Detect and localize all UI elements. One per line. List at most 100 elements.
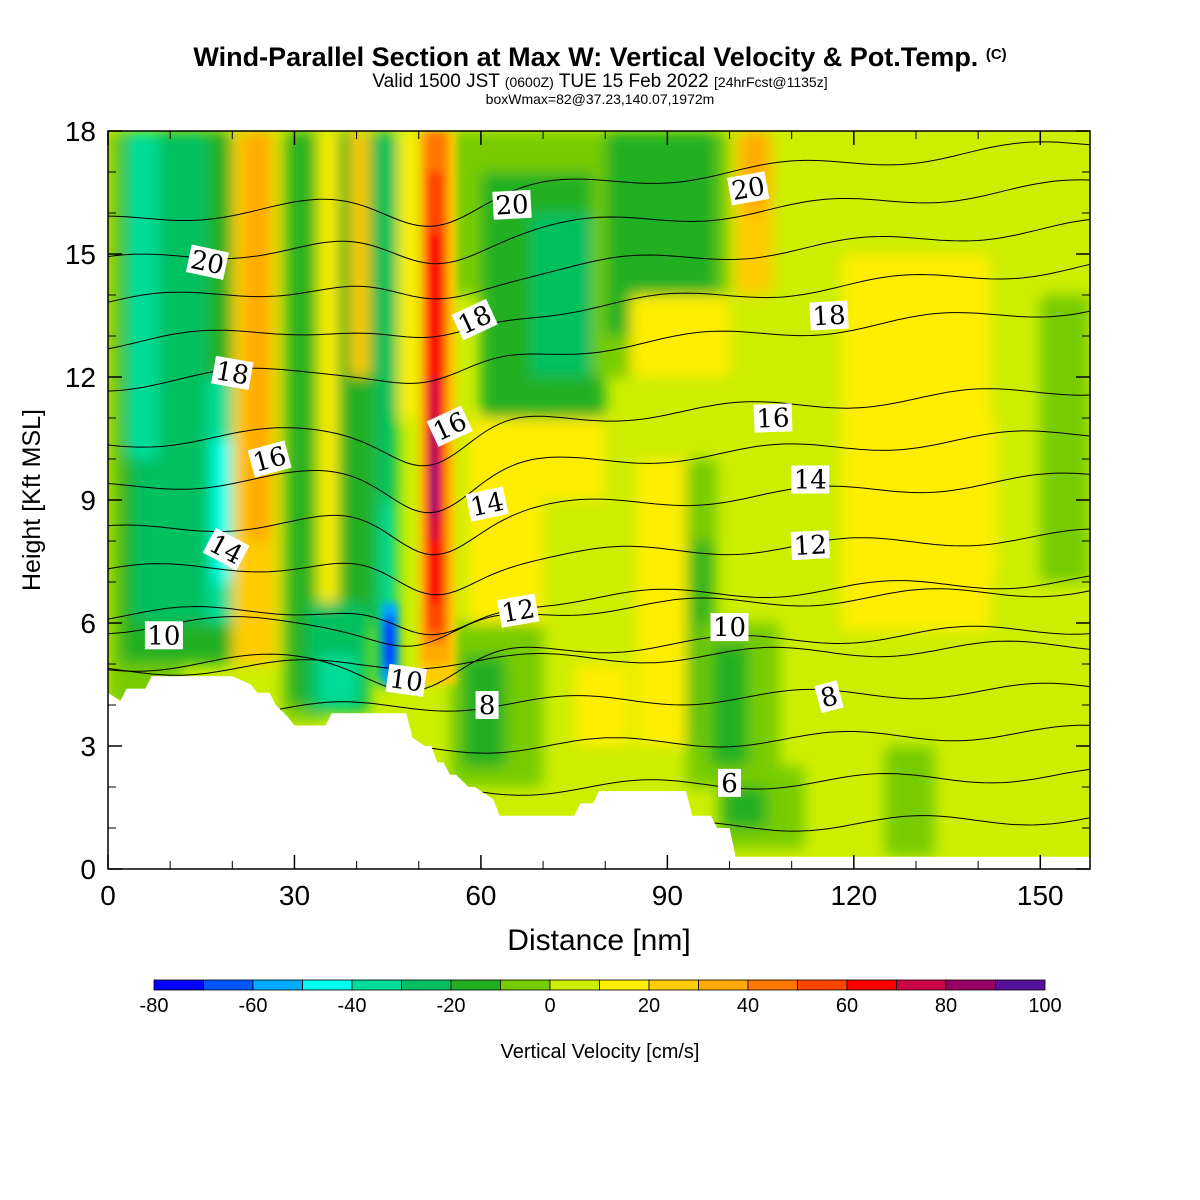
velocity-blob (884, 746, 935, 857)
theta-contour (108, 219, 1090, 303)
velocity-blob (574, 664, 631, 746)
velocity-blob (530, 213, 593, 377)
colorbar-swatch (747, 979, 798, 991)
contour-label-text: 6 (721, 769, 738, 799)
contour-label: 12 (790, 530, 831, 562)
x-tick-label: 30 (279, 880, 310, 911)
velocity-blob (723, 787, 767, 828)
contour-label-box (718, 768, 741, 797)
colorbar-tick-label: 40 (737, 995, 759, 1017)
terrain (108, 676, 1090, 869)
colorbar-label: Vertical Velocity [cm/s] (501, 1041, 700, 1063)
velocity-blob (934, 418, 997, 582)
x-axis-label: Distance [nm] (507, 924, 690, 957)
x-tick-label: 0 (100, 880, 116, 911)
contour-label-text: 18 (213, 356, 251, 391)
colorbar-swatch (648, 979, 699, 991)
contour-label-text: 18 (812, 301, 847, 333)
forecast-info: [24hrFcst@1135z] (714, 74, 828, 90)
contour-label: 10 (144, 621, 183, 651)
contour-label: 10 (385, 663, 428, 699)
contour-label-box (791, 465, 830, 494)
theta-contour (108, 472, 1090, 556)
copyright-mark: (C) (985, 46, 1007, 63)
field-blobs (108, 131, 1090, 857)
theta-contour (108, 625, 1090, 692)
colorbar-tick-label: -80 (140, 995, 169, 1017)
contour-label: 12 (497, 593, 540, 629)
colorbar-tick-label: -20 (437, 995, 466, 1017)
chart-title-text: Wind-Parallel Section at Max W: Vertical… (193, 42, 979, 72)
x-tick-label: 90 (652, 880, 683, 911)
contour-label-text: 20 (729, 172, 767, 207)
velocity-blob (319, 655, 357, 705)
contour-label: 10 (710, 613, 749, 643)
theta-contour (108, 310, 1090, 392)
contour-label-box (710, 613, 749, 642)
contour-label-box (790, 530, 831, 561)
colorbar-tick-label: -40 (338, 995, 367, 1017)
contour-label-box (202, 527, 250, 571)
contour-label-box (465, 486, 509, 522)
contour-label-box (385, 663, 428, 697)
velocity-blob (244, 131, 270, 541)
contour-label: 20 (727, 171, 770, 207)
contour-label-box (144, 621, 183, 650)
theta-contour (108, 179, 1090, 265)
colorbar-swatch (450, 979, 501, 991)
contour-label-box (475, 691, 499, 719)
velocity-blob (630, 295, 730, 377)
contour-label: 20 (185, 244, 229, 281)
theta-contour (108, 588, 1090, 647)
contour-label-text: 8 (479, 691, 496, 721)
theta-contour (108, 430, 1090, 514)
contour-label-box (211, 355, 254, 390)
colorbar-tick-label: 100 (1028, 995, 1061, 1017)
x-tick-label: 120 (830, 880, 877, 911)
colorbar-swatch (252, 979, 303, 991)
colorbar-tick-label: 60 (836, 995, 858, 1017)
contour-label: 14 (465, 486, 509, 523)
colorbar-swatch (153, 979, 204, 991)
field-cores (381, 131, 457, 685)
velocity-blob (543, 418, 606, 500)
colorbar-tick-label: 0 (544, 995, 555, 1017)
contour-label: 20 (492, 189, 532, 222)
colorbar-swatch (401, 979, 452, 991)
colorbar-swatch (549, 979, 600, 991)
velocity-core (432, 459, 437, 513)
y-tick-label: 0 (80, 854, 96, 885)
colorbar-tick-label: -60 (239, 995, 268, 1017)
theta-contour (108, 388, 1090, 467)
y-axis-label: Height [Kft MSL] (18, 409, 46, 591)
contour-label-box (814, 680, 844, 714)
colorbar-tick-label: 20 (638, 995, 660, 1017)
contour-label-box (809, 300, 849, 331)
contour-label-box (185, 244, 229, 280)
contour-label-box (247, 440, 292, 478)
colorbar-swatch (500, 979, 551, 991)
valid-zulu: (0600Z) (504, 74, 554, 90)
y-tick-label: 12 (65, 362, 96, 393)
colorbar-tick-label: 80 (935, 995, 957, 1017)
velocity-blob (319, 131, 338, 664)
contour-label-text: 10 (713, 613, 746, 643)
valid-prefix: Valid 1500 JST (372, 71, 500, 92)
chart-title: Wind-Parallel Section at Max W: Vertical… (0, 42, 1200, 73)
theta-contour (108, 640, 1090, 676)
colorbar-swatch (203, 979, 254, 991)
contour-label-text: 12 (793, 530, 828, 562)
contour-label-text: 10 (147, 621, 180, 651)
velocity-core (386, 627, 393, 664)
contour-label-text: 14 (468, 487, 507, 523)
contour-label-box (451, 298, 498, 341)
axes: 0 30 60 90 120 150 0 3 6 9 12 15 18 (65, 116, 1090, 911)
velocity-blob (468, 418, 544, 623)
velocity-blob (636, 459, 693, 746)
x-tick-label: 150 (1017, 880, 1064, 911)
velocity-blob (288, 131, 314, 705)
contour-label: 14 (791, 465, 830, 496)
colorbar-swatch (599, 979, 650, 991)
